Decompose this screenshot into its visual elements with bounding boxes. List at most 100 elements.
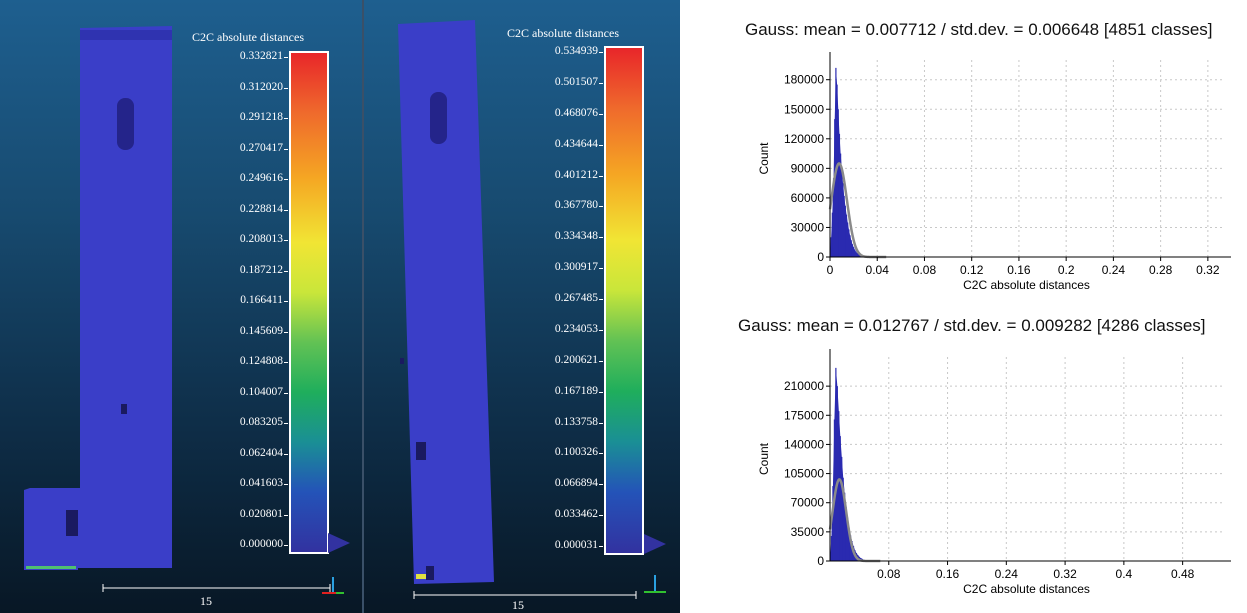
colorbar-tick-label-left: 0.041603 — [239, 477, 283, 489]
colorbar-tick-label-right: 0.267485 — [554, 292, 598, 304]
colorbar-tick-label-right: 0.401212 — [554, 168, 598, 181]
colorbar-tick-mark-left — [284, 148, 288, 150]
y-tick-label: 90000 — [791, 161, 825, 175]
colorbar-tick-mark-right — [599, 546, 603, 547]
y-tick-label: 60000 — [791, 191, 825, 205]
point-cloud-view-right[interactable]: C2C absolute distances 0.534939 0.501507 0… — [364, 0, 680, 613]
colorbar-tick-label-left: 0.332821 — [239, 50, 283, 62]
colorbar-left — [289, 51, 329, 554]
x-tick-label: 0.32 — [1053, 567, 1077, 581]
colorbar-tick-mark-left — [284, 331, 288, 333]
histogram-chart-bottom: 0 35000 70000 105000 140000 175000 210000 0.08 0… — [757, 349, 1231, 596]
colorbar-tick-mark-right — [599, 391, 603, 393]
y-tick-label: 70000 — [791, 496, 825, 510]
colorbar-tick-mark-right — [599, 329, 603, 331]
colorbar-tick-label-right: 0.000031 — [554, 539, 598, 551]
colorbar-title-right: C2C absolute distances — [507, 26, 619, 40]
colorbar-tick-mark-left — [284, 301, 288, 302]
y-axis-label: Count — [757, 142, 771, 175]
x-tick-label: 0.28 — [1149, 263, 1173, 277]
tower-cloud-right — [398, 20, 494, 584]
x-tick-label: 0.16 — [936, 567, 960, 581]
x-axis-label: C2C absolute distances — [963, 278, 1090, 292]
colorbar-tick-mark-right — [599, 299, 603, 300]
colorbar-tick-mark-left — [284, 362, 288, 363]
histogram-panel-top: Gauss: mean = 0.007712 / std.dev. = 0.00… — [680, 0, 1247, 310]
colorbar-tick-label-right: 0.367780 — [554, 199, 598, 212]
colorbar-tick-mark-right — [599, 453, 603, 455]
colorbar-tick-label-left: 0.228814 — [239, 202, 283, 215]
view-divider — [362, 0, 364, 613]
colorbar-tick-label-right: 0.200621 — [554, 353, 598, 366]
y-tick-label: 180000 — [784, 73, 824, 87]
x-tick-label: 0.08 — [913, 263, 937, 277]
x-tick-label: 0.16 — [1007, 263, 1031, 277]
colorbar-tick-label-left: 0.291218 — [239, 111, 283, 123]
colorbar-tick-mark-right — [599, 82, 603, 84]
colorbar-tick-mark-left — [284, 270, 288, 272]
x-tick-label: 0.32 — [1196, 263, 1220, 277]
colorbar-tick-label-left: 0.104007 — [239, 385, 283, 398]
colorbar-tick-label-right: 0.501507 — [554, 75, 598, 88]
colorbar-tick-mark-left — [284, 118, 288, 119]
colorbar-tick-label-left: 0.124808 — [239, 355, 283, 367]
histogram-chart-top: 0 30000 60000 90000 120000 150000 180000 0 0.04 0… — [757, 52, 1231, 292]
colorbar-tick-label-left: 0.062404 — [239, 446, 283, 459]
y-tick-label: 175000 — [784, 408, 824, 422]
colorbar-tick-label-left: 0.208013 — [239, 233, 283, 245]
colorbar-tick-label-right: 0.234053 — [554, 322, 598, 335]
colorbar-tick-label-right: 0.434644 — [554, 137, 598, 150]
y-tick-label: 0 — [817, 250, 824, 264]
x-axis-label: C2C absolute distances — [963, 582, 1090, 596]
x-tick-label: 0.4 — [1116, 567, 1133, 581]
x-tick-label: 0.24 — [995, 567, 1019, 581]
x-tick-label: 0.24 — [1102, 263, 1126, 277]
colorbar-tick-label-left: 0.020801 — [239, 507, 283, 520]
colorbar-tick-mark-right — [599, 144, 603, 146]
y-tick-label: 0 — [817, 554, 824, 568]
colorbar-tick-label-right: 0.334348 — [554, 230, 598, 243]
colorbar-tick-mark-right — [599, 175, 603, 177]
colorbar-tick-label-left: 0.083205 — [239, 416, 283, 428]
x-tick-label: 0.2 — [1058, 263, 1075, 277]
colorbar-tick-mark-right — [599, 268, 603, 270]
colorbar-tick-label-right: 0.100326 — [554, 446, 598, 459]
colorbar-tick-mark-right — [599, 484, 603, 486]
colorbar-tick-label-right: 0.468076 — [554, 106, 598, 119]
point-cloud-view-left[interactable]: C2C absolute distances 0.332821 0.312020 0… — [0, 0, 362, 613]
colorbar-tick-label-right: 0.133758 — [554, 415, 598, 428]
colorbar-tick-label-left: 0.187212 — [239, 263, 283, 276]
y-tick-label: 105000 — [784, 467, 824, 481]
colorbar-tick-mark-left — [284, 209, 288, 211]
x-tick-label: 0.12 — [960, 263, 984, 277]
colorbar-tick-mark-left — [284, 87, 288, 89]
x-tick-label: 0.04 — [866, 263, 890, 277]
colorbar-tick-mark-right — [599, 422, 603, 424]
x-tick-label: 0.08 — [877, 567, 901, 581]
y-tick-label: 210000 — [784, 379, 824, 393]
colorbar-tick-mark-left — [284, 423, 288, 424]
colorbar-tick-label-left: 0.312020 — [239, 80, 283, 93]
colorbar-tick-mark-left — [284, 179, 288, 180]
colorbar-tick-mark-right — [599, 52, 603, 53]
colorbar-tick-label-left: 0.249616 — [239, 172, 283, 184]
axis-triad-left-icon — [322, 577, 344, 594]
y-tick-label: 120000 — [784, 132, 824, 146]
colorbar-title-left: C2C absolute distances — [192, 30, 304, 44]
colorbar-tick-mark-left — [284, 484, 288, 485]
histogram-title-top: Gauss: mean = 0.007712 / std.dev. = 0.00… — [745, 20, 1213, 39]
histogram-panel-bottom: Gauss: mean = 0.012767 / std.dev. = 0.00… — [680, 310, 1247, 613]
colorbar-tick-label-left: 0.000000 — [239, 538, 283, 550]
colorbar-tick-label-left: 0.166411 — [240, 294, 283, 306]
colorbar-tick-mark-left — [284, 392, 288, 394]
y-tick-label: 140000 — [784, 437, 824, 451]
colorbar-tick-label-right: 0.033462 — [554, 508, 598, 521]
colorbar-right — [604, 46, 644, 555]
scale-bar-label-right: 15 — [512, 598, 524, 612]
colorbar-tick-label-left: 0.145609 — [239, 324, 283, 337]
y-tick-label: 35000 — [791, 525, 825, 539]
axis-triad-right-icon — [644, 575, 666, 593]
scale-bar-label-left: 15 — [200, 594, 212, 608]
colorbar-tick-mark-right — [599, 113, 603, 115]
tower-cloud-left — [24, 26, 172, 570]
